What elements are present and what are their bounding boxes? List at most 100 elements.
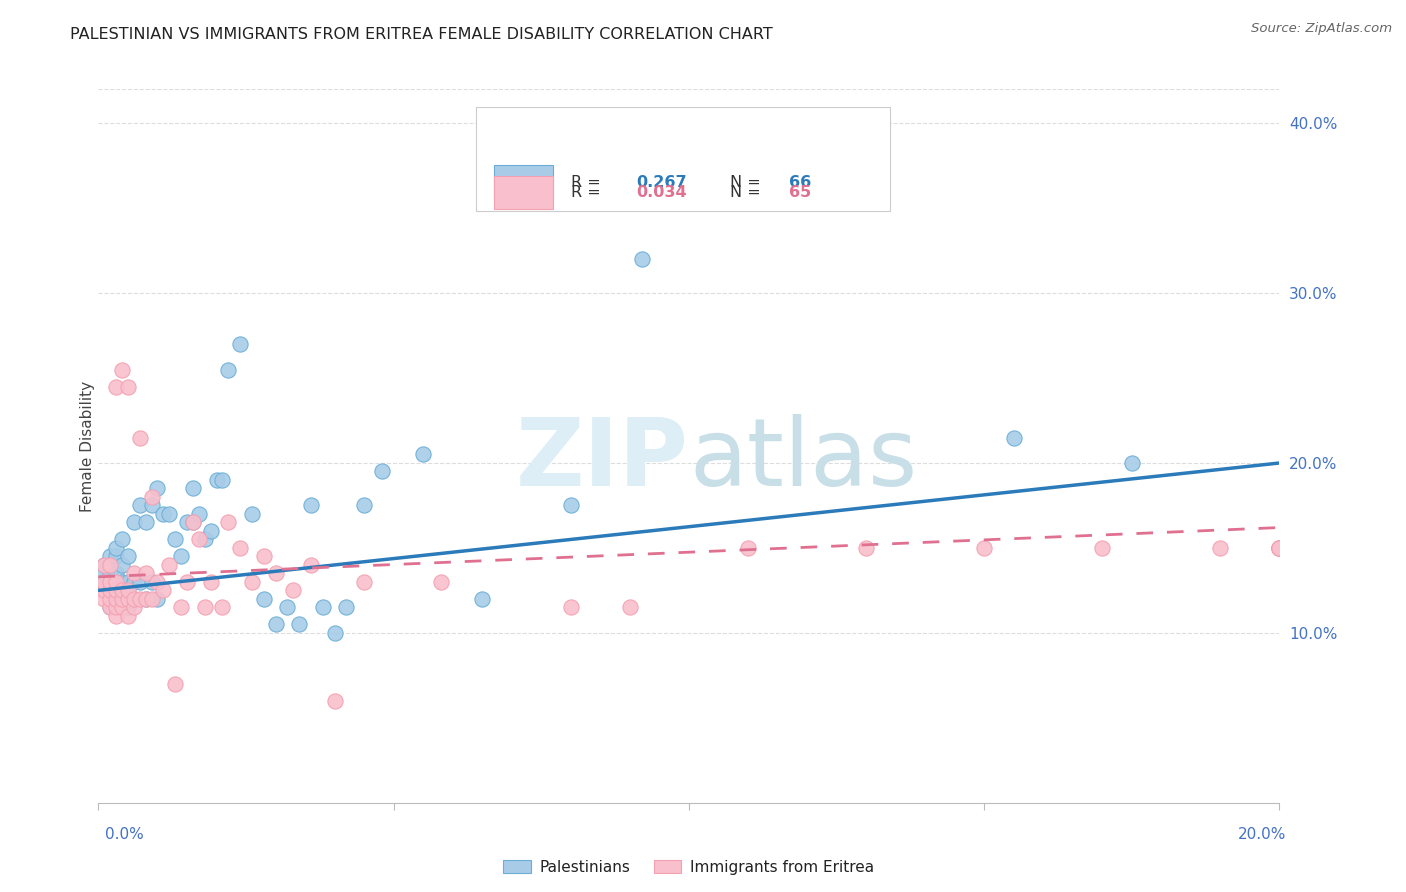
Point	[264, 617, 287, 632]
Point	[122, 566, 145, 581]
Text: R =: R =	[571, 185, 606, 200]
Point	[93, 574, 115, 589]
Point	[211, 473, 233, 487]
Point	[200, 574, 222, 589]
Point	[98, 583, 121, 598]
Text: PALESTINIAN VS IMMIGRANTS FROM ERITREA FEMALE DISABILITY CORRELATION CHART: PALESTINIAN VS IMMIGRANTS FROM ERITREA F…	[70, 27, 773, 42]
Point	[176, 574, 198, 589]
Y-axis label: Female Disability: Female Disability	[80, 380, 94, 512]
Point	[135, 566, 157, 581]
Point	[353, 499, 375, 513]
Point	[117, 591, 139, 606]
Legend: Palestinians, Immigrants from Eritrea: Palestinians, Immigrants from Eritrea	[498, 854, 880, 880]
Point	[288, 617, 311, 632]
Point	[141, 490, 163, 504]
Point	[229, 337, 252, 351]
Point	[111, 600, 134, 615]
Point	[973, 541, 995, 555]
Point	[371, 465, 394, 479]
Point	[152, 583, 174, 598]
Point	[135, 591, 157, 606]
Point	[619, 600, 641, 615]
Point	[312, 600, 335, 615]
Point	[560, 600, 582, 615]
Point	[211, 600, 233, 615]
Point	[1121, 456, 1143, 470]
Point	[93, 558, 115, 572]
Point	[98, 591, 121, 606]
Point	[105, 379, 128, 393]
Point	[187, 507, 209, 521]
Point	[176, 516, 198, 530]
Point	[323, 626, 346, 640]
Point	[117, 600, 139, 615]
Point	[122, 591, 145, 606]
Point	[122, 600, 145, 615]
Point	[122, 591, 145, 606]
Point	[299, 499, 322, 513]
Point	[135, 516, 157, 530]
Point	[170, 549, 193, 564]
Point	[240, 574, 263, 589]
Point	[117, 583, 139, 598]
Point	[181, 516, 204, 530]
Point	[98, 558, 121, 572]
Point	[111, 583, 134, 598]
Point	[146, 574, 169, 589]
Point	[737, 541, 759, 555]
Point	[335, 600, 357, 615]
Point	[165, 677, 187, 691]
Point	[98, 549, 121, 564]
Point	[128, 574, 150, 589]
Point	[157, 507, 180, 521]
Point	[146, 591, 169, 606]
Point	[128, 499, 150, 513]
Point	[323, 694, 346, 708]
Point	[181, 516, 204, 530]
Point	[105, 566, 128, 581]
Point	[1268, 541, 1291, 555]
Point	[141, 499, 163, 513]
Text: N =: N =	[730, 175, 766, 190]
Text: R =: R =	[571, 175, 606, 190]
Point	[93, 574, 115, 589]
Point	[93, 591, 115, 606]
Point	[141, 591, 163, 606]
Point	[253, 549, 276, 564]
Point	[217, 362, 239, 376]
Point	[1268, 541, 1291, 555]
Point	[264, 566, 287, 581]
Point	[98, 600, 121, 615]
Point	[200, 524, 222, 538]
Point	[105, 549, 128, 564]
Point	[111, 533, 134, 547]
Text: Source: ZipAtlas.com: Source: ZipAtlas.com	[1251, 22, 1392, 36]
Text: 0.034: 0.034	[636, 185, 686, 200]
Point	[1268, 541, 1291, 555]
Point	[229, 541, 252, 555]
Text: 65: 65	[789, 185, 811, 200]
Point	[93, 583, 115, 598]
Point	[283, 583, 305, 598]
Point	[353, 574, 375, 589]
Point	[1091, 541, 1114, 555]
Point	[105, 541, 128, 555]
Point	[111, 558, 134, 572]
Point	[105, 600, 128, 615]
Point	[165, 533, 187, 547]
Point	[105, 583, 128, 598]
Point	[98, 600, 121, 615]
Point	[111, 600, 134, 615]
Point	[205, 473, 228, 487]
Point	[128, 430, 150, 444]
Point	[105, 583, 128, 598]
Text: 0.0%: 0.0%	[105, 827, 145, 841]
Point	[560, 499, 582, 513]
Point	[170, 600, 193, 615]
Point	[430, 574, 453, 589]
Point	[128, 591, 150, 606]
Point	[141, 574, 163, 589]
Point	[187, 533, 209, 547]
Point	[105, 574, 128, 589]
Point	[181, 482, 204, 496]
